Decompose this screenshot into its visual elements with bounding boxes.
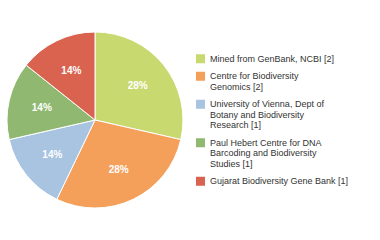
data-labels: 28% 28% 14% 14% 14% <box>32 65 148 174</box>
legend-label-line: Mined from GenBank, NCBI [2] <box>210 54 334 64</box>
legend-label-line: University of Vienna, Dept of <box>210 99 324 109</box>
legend-label: Centre for BiodiversityGenomics [2] <box>210 71 299 92</box>
legend-label-line: Research [1] <box>210 120 261 130</box>
legend-item: Centre for BiodiversityGenomics [2] <box>196 71 299 92</box>
legend-swatch <box>196 138 205 147</box>
legend-label: Gujarat Biodiversity Gene Bank [1] <box>210 176 348 186</box>
legend-label: University of Vienna, Dept ofBotany and … <box>210 99 324 130</box>
legend-label: Mined from GenBank, NCBI [2] <box>210 54 334 64</box>
legend-swatch <box>196 177 205 186</box>
data-label: 28% <box>109 164 129 175</box>
data-label: 28% <box>128 80 148 91</box>
legend-item: Paul Hebert Centre for DNABarcoding and … <box>196 138 322 169</box>
legend-label-line: Genomics [2] <box>210 82 263 92</box>
legend-label-line: Gujarat Biodiversity Gene Bank [1] <box>210 176 348 186</box>
pie <box>7 32 183 208</box>
legend-swatch <box>196 72 205 81</box>
legend-label-line: Paul Hebert Centre for DNA <box>210 138 322 148</box>
legend-item: University of Vienna, Dept ofBotany and … <box>196 99 324 130</box>
legend-label: Paul Hebert Centre for DNABarcoding and … <box>210 138 322 169</box>
legend-swatch <box>196 100 205 109</box>
legend-item: Mined from GenBank, NCBI [2] <box>196 54 334 64</box>
legend-label-line: Botany and Biodiversity <box>210 110 305 120</box>
pie-slice <box>26 32 95 120</box>
legend-label-line: Barcoding and Biodiversity <box>210 148 317 158</box>
data-label: 14% <box>32 102 52 113</box>
legend-item: Gujarat Biodiversity Gene Bank [1] <box>196 176 348 186</box>
legend-label-line: Centre for Biodiversity <box>210 71 299 81</box>
chart: 28% 28% 14% 14% 14% Mined from GenBank, NCBI … <box>0 0 380 240</box>
data-label: 14% <box>61 65 81 76</box>
legend-swatch <box>196 54 205 63</box>
legend: Mined from GenBank, NCBI [2] Centre for B… <box>196 54 348 187</box>
legend-label-line: Studies [1] <box>210 159 253 169</box>
data-label: 14% <box>42 149 62 160</box>
